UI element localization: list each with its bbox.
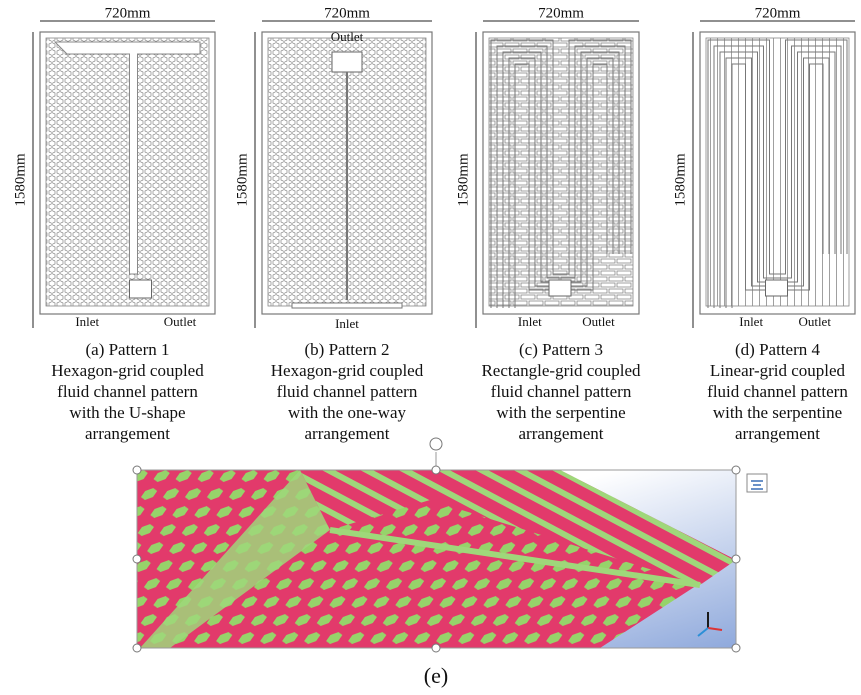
pattern-panel: 720mm 1580mm Inlet Outlet (d) Pattern 4 Linea… <box>672 5 855 442</box>
resize-handle[interactable] <box>133 466 141 474</box>
resize-handle[interactable] <box>133 555 141 563</box>
caption-line: (c) Pattern 3 <box>519 340 603 359</box>
port-label: Outlet <box>164 314 197 329</box>
height-label: 1580mm <box>12 153 28 207</box>
width-label: 720mm <box>755 5 801 21</box>
resize-handle[interactable] <box>432 644 440 652</box>
port-label: Inlet <box>335 316 359 331</box>
caption-line: Linear-grid coupled <box>710 361 846 380</box>
port-label: Outlet <box>798 314 831 329</box>
caption-line: fluid channel pattern <box>707 382 848 401</box>
resize-handle[interactable] <box>432 466 440 474</box>
port-label: Inlet <box>75 314 99 329</box>
resize-handle[interactable] <box>732 466 740 474</box>
caption-line: arrangement <box>735 424 820 443</box>
caption-line: Hexagon-grid coupled <box>51 361 204 380</box>
caption-line: fluid channel pattern <box>491 382 632 401</box>
port-label: Outlet <box>331 29 364 44</box>
pattern-panel: 720mm 1580mm Inlet Outlet (a) Pattern 1 Hexag… <box>12 5 215 442</box>
pattern-panel: 720mm 1580mm Outlet Inlet (b) Pattern 2 Hexag… <box>234 5 432 442</box>
width-label: 720mm <box>105 5 151 21</box>
port <box>549 280 571 296</box>
height-label: 1580mm <box>455 153 471 207</box>
port <box>766 280 788 296</box>
caption-line: (b) Pattern 2 <box>305 340 390 359</box>
caption-line: arrangement <box>519 424 604 443</box>
pattern-panel: 720mm 1580mm Inlet Outlet (c) Pattern 3 Recta… <box>455 5 641 442</box>
caption-line: fluid channel pattern <box>57 382 198 401</box>
channel-grid <box>706 38 849 306</box>
caption-line: arrangement <box>305 424 390 443</box>
rotate-handle[interactable] <box>430 438 442 450</box>
width-label: 720mm <box>324 5 370 21</box>
channel-grid <box>489 38 633 306</box>
page: 720mm 1580mm Inlet Outlet (a) Pattern 1 Hexag… <box>0 0 861 695</box>
width-label: 720mm <box>538 5 584 21</box>
caption-line: (a) Pattern 1 <box>85 340 169 359</box>
caption-line: fluid channel pattern <box>277 382 418 401</box>
caption-line: with the one-way <box>288 403 407 422</box>
height-label: 1580mm <box>672 153 688 207</box>
caption-line: Hexagon-grid coupled <box>271 361 424 380</box>
height-label: 1580mm <box>234 153 250 207</box>
figure-label: (e) <box>424 663 448 688</box>
cfd-image[interactable] <box>137 470 736 648</box>
port <box>130 280 152 298</box>
caption-line: with the serpentine <box>496 403 625 422</box>
port-label: Outlet <box>582 314 615 329</box>
manifold <box>292 303 402 308</box>
caption-line: arrangement <box>85 424 170 443</box>
resize-handle[interactable] <box>732 644 740 652</box>
port-label: Inlet <box>739 314 763 329</box>
caption-line: with the serpentine <box>713 403 842 422</box>
caption-line: Rectangle-grid coupled <box>481 361 641 380</box>
channel-grid <box>46 38 209 306</box>
port-label: Inlet <box>518 314 542 329</box>
port <box>332 52 362 72</box>
caption-line: with the U-shape <box>69 403 185 422</box>
resize-handle[interactable] <box>133 644 141 652</box>
panels: 720mm 1580mm Inlet Outlet (a) Pattern 1 Hexag… <box>12 5 855 442</box>
resize-handle[interactable] <box>732 555 740 563</box>
caption-line: (d) Pattern 4 <box>735 340 820 359</box>
